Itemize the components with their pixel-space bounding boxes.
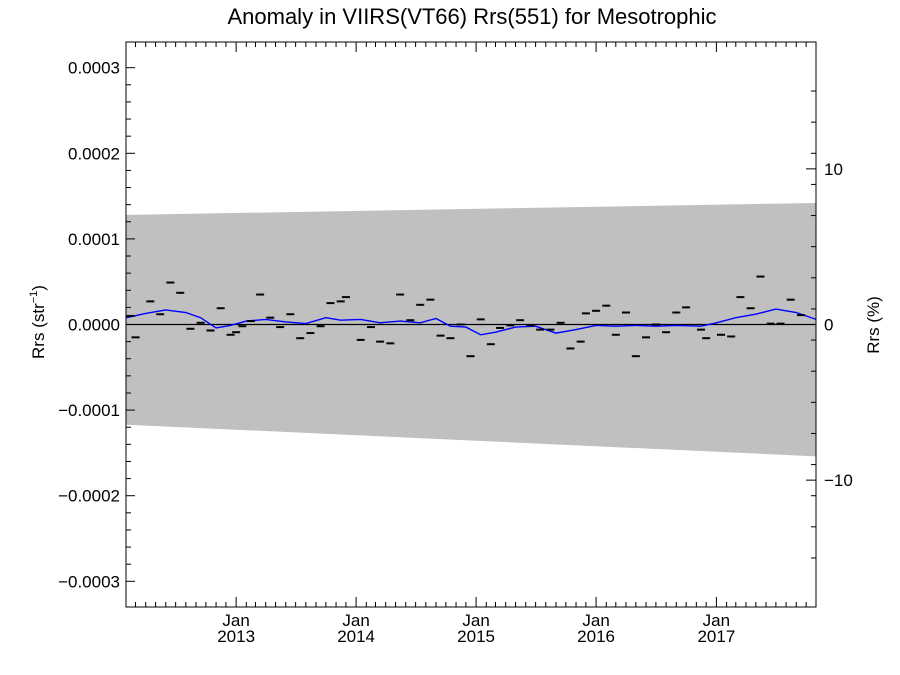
x-tick-year-label: 2015 [457,627,495,646]
y-right-tick-label: 10 [824,160,843,179]
y-left-tick-label: 0.0001 [68,230,120,249]
x-tick-month-label: Jan [342,611,369,630]
chart-title: Anomaly in VIIRS(VT66) Rrs(551) for Meso… [227,4,716,29]
x-tick-month-label: Jan [222,611,249,630]
y-left-tick-label: −0.0003 [58,572,120,591]
y-left-tick-label: 0.0002 [68,144,120,163]
y-right-tick-label: −10 [824,471,853,490]
y-left-tick-label: −0.0002 [58,487,120,506]
x-tick-year-label: 2017 [697,627,735,646]
plot-area: 0.0003 0.0002 0.0001 0.0000 −0.0001 −0.0002 −0… [58,41,853,646]
y-axis-left-label: Rrs (str−1) [28,285,48,359]
x-tick-year-label: 2016 [577,627,615,646]
y-left-tick-label: 0.0000 [68,316,120,335]
x-tick-month-label: Jan [703,611,730,630]
x-tick-year-label: 2014 [337,627,375,646]
x-tick-year-label: 2013 [217,627,255,646]
x-tick-month-label: Jan [582,611,609,630]
trend-line [125,308,817,336]
y-axis-right-label: Rrs (%) [864,296,883,354]
y-axis-left-label-tail: ) [29,285,48,291]
y-left-tick-label: 0.0003 [68,59,120,78]
y-right-tick-label: 0 [824,316,833,335]
x-tick-month-label: Jan [462,611,489,630]
y-left-tick-label: −0.0001 [58,401,120,420]
y-axis-left-label-superscript: −1 [28,291,40,304]
